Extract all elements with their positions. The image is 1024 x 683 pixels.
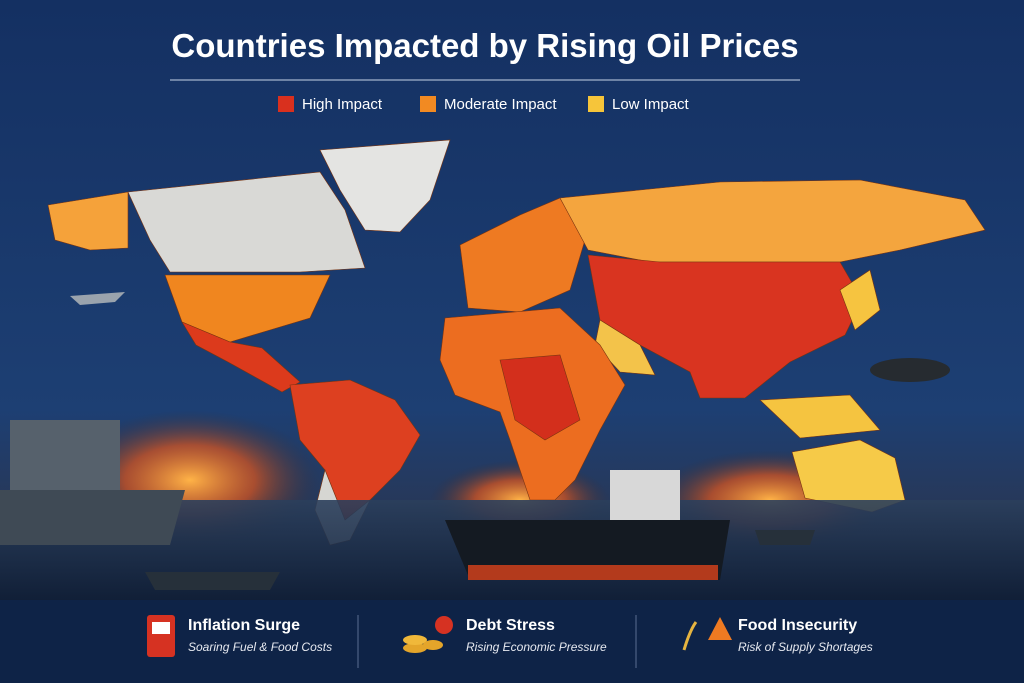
south-america [289,379,421,521]
footer-subtitle: Rising Economic Pressure [466,640,607,654]
japan [839,269,881,331]
legend: High Impact Moderate Impact Low Impact [278,96,690,113]
legend-swatch [588,96,604,112]
footer-title: Food Insecurity [738,617,857,634]
footer-subtitle: Soaring Fuel & Food Costs [188,640,332,654]
legend-swatch [278,96,294,112]
canada [127,171,366,273]
footer-title: Inflation Surge [188,617,300,634]
europe [459,197,586,313]
alaska [47,191,129,251]
legend-label: Moderate Impact [444,96,557,113]
greenland [319,139,451,233]
footer-title: Debt Stress [466,617,555,634]
warning-icon [682,617,732,651]
legend-swatch [420,96,436,112]
southeast-asia [759,394,881,439]
central-africa [499,354,581,441]
ships [0,292,950,590]
coins-icon [403,616,453,653]
footer-subtitle: Risk of Supply Shortages [738,640,873,654]
russia [559,179,986,263]
title: Countries Impacted by Rising Oil Prices [171,27,798,64]
legend-label: High Impact [302,96,383,113]
fuel-icon [147,615,175,657]
legend-label: Low Impact [612,96,690,113]
